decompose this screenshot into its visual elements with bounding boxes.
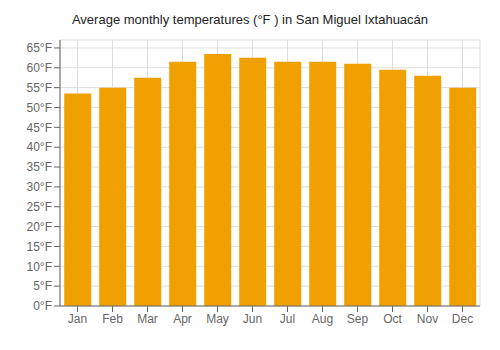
svg-text:55°F: 55°F — [27, 81, 52, 95]
svg-text:Oct: Oct — [383, 312, 402, 326]
svg-text:50°F: 50°F — [27, 101, 52, 115]
svg-text:Feb: Feb — [102, 312, 123, 326]
svg-text:May: May — [206, 312, 229, 326]
svg-text:60°F: 60°F — [27, 61, 52, 75]
svg-text:40°F: 40°F — [27, 140, 52, 154]
svg-text:35°F: 35°F — [27, 160, 52, 174]
svg-text:15°F: 15°F — [27, 240, 52, 254]
html-text:Average monthly temperatures (: Average monthly temperatures (°F ) in Sa… — [71, 12, 429, 27]
svg-text:30°F: 30°F — [27, 180, 52, 194]
svg-text:Mar: Mar — [137, 312, 158, 326]
svg-text:5°F: 5°F — [33, 279, 52, 293]
svg-text:Jul: Jul — [280, 312, 295, 326]
svg-text:65°F: 65°F — [27, 41, 52, 55]
svg-text:20°F: 20°F — [27, 220, 52, 234]
svg-text:10°F: 10°F — [27, 260, 52, 274]
svg-text:25°F: 25°F — [27, 200, 52, 214]
svg-text:Apr: Apr — [173, 312, 192, 326]
svg-text:45°F: 45°F — [27, 121, 52, 135]
svg-text:0°F: 0°F — [33, 299, 52, 313]
svg-text:Sep: Sep — [347, 312, 369, 326]
svg-text:Jan: Jan — [68, 312, 87, 326]
svg-text:Nov: Nov — [417, 312, 438, 326]
svg-text:Aug: Aug — [312, 312, 333, 326]
svg-text:Jun: Jun — [243, 312, 262, 326]
svg-text:Dec: Dec — [452, 312, 473, 326]
